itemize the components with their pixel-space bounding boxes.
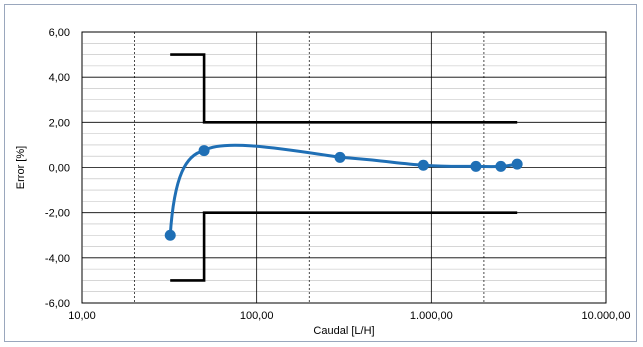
y-tick-label: 2,00 <box>49 117 70 129</box>
x-tick-labels: 10,00 100,00 1.000,00 10.000,00 <box>68 310 630 322</box>
upper_limit-line <box>170 53 518 124</box>
data-point <box>495 160 507 172</box>
y-axis-label: Error [%] <box>15 146 27 189</box>
y-tick-label: -6,00 <box>45 298 70 310</box>
data-point <box>417 159 429 171</box>
data-point <box>470 160 482 172</box>
x-tick-label: 100,00 <box>240 310 274 322</box>
y-tick-label: 0,00 <box>49 163 70 175</box>
y-tick-label: -2,00 <box>45 208 70 220</box>
y-tick-label: 4,00 <box>49 72 70 84</box>
data-point <box>511 158 523 170</box>
measured-series <box>164 143 523 241</box>
x-axis-label: Caudal [L/H] <box>313 325 374 337</box>
data-point <box>334 151 346 163</box>
y-tick-label: -4,00 <box>45 253 70 265</box>
data-point <box>198 145 210 157</box>
limit-lines <box>170 53 518 282</box>
x-tick-label: 10,00 <box>68 310 96 322</box>
y-tick-labels: 6,00 4,00 2,00 0,00 -2,00 -4,00 -6,00 <box>45 27 70 310</box>
data-point <box>164 229 176 241</box>
grid <box>81 31 607 304</box>
x-tick-label: 1.000,00 <box>410 310 453 322</box>
x-tick-label: 10.000,00 <box>582 310 631 322</box>
lower_limit-line <box>170 211 518 282</box>
y-tick-label: 6,00 <box>49 27 70 39</box>
